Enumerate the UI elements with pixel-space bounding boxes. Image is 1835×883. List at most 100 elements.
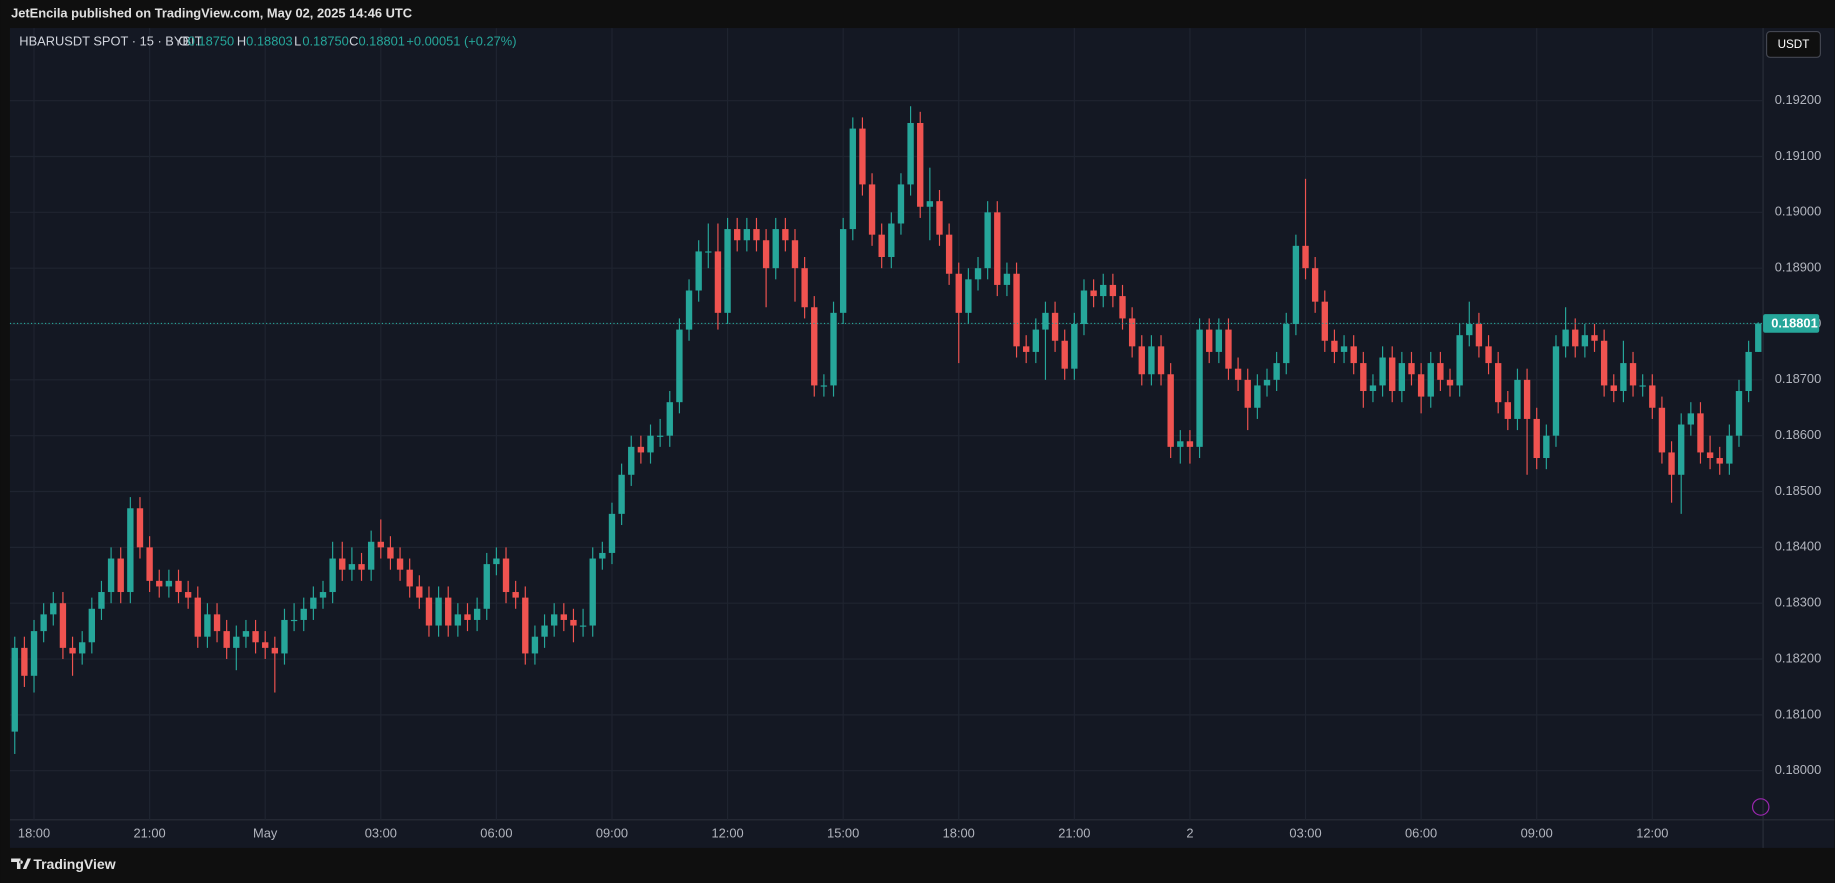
candle-body	[1003, 273, 1011, 285]
candle-body	[252, 631, 259, 643]
candle-body	[223, 631, 230, 648]
candle-body	[1234, 368, 1242, 380]
candle-body	[917, 122, 924, 207]
candle-body	[262, 642, 269, 648]
candle-body	[656, 435, 664, 437]
x-tick-label: May	[253, 825, 278, 840]
candle-body	[348, 564, 356, 570]
candle-body	[628, 446, 635, 475]
candle-body	[117, 558, 124, 593]
candle-body	[772, 229, 779, 269]
candle-body	[1600, 340, 1608, 386]
candle-body	[1408, 363, 1415, 375]
candle-body	[310, 597, 317, 609]
candle-body	[579, 625, 587, 627]
candle-body	[965, 279, 972, 313]
x-tick-label: 09:00	[1521, 825, 1553, 840]
candle-body	[647, 435, 654, 453]
candle-body	[608, 513, 616, 553]
candle-body	[290, 619, 298, 622]
candle-body	[1177, 441, 1184, 447]
x-tick-label: 03:00	[1289, 825, 1321, 840]
candle-body	[888, 223, 895, 258]
legend-change: +0.00051 (+0.27%)	[406, 33, 516, 48]
events-icon[interactable]	[1751, 798, 1770, 816]
candle-body	[1090, 290, 1097, 297]
candle-body	[897, 184, 905, 224]
candle-body	[1475, 324, 1483, 347]
candle-body	[146, 547, 153, 581]
legend-value: 0.18750	[302, 33, 348, 48]
candle-body	[1620, 363, 1627, 392]
last-price-tag	[1763, 314, 1820, 333]
candle-body	[522, 597, 529, 654]
candle-body	[666, 402, 673, 436]
last-price-label: 0.18801	[1771, 315, 1817, 330]
candle-body	[1100, 284, 1107, 297]
candle-body	[551, 614, 558, 626]
candle-body	[695, 251, 702, 291]
candle-body	[849, 128, 856, 230]
candle-body	[281, 619, 288, 654]
x-tick-label: 06:00	[480, 825, 512, 840]
candle-body	[59, 603, 67, 648]
candle-body	[994, 212, 1001, 285]
y-tick-label: 0.18700	[1775, 371, 1821, 386]
candle-body	[1552, 346, 1560, 436]
candle-body	[1706, 452, 1714, 459]
candle-body	[1321, 301, 1328, 341]
candle-body	[859, 128, 866, 185]
candle-body	[473, 608, 481, 620]
candle-body	[560, 614, 567, 620]
candle-body	[1504, 402, 1511, 419]
y-tick-label: 0.18100	[1775, 706, 1821, 721]
candle-body	[425, 597, 433, 626]
candle-body	[1398, 363, 1406, 392]
candle-body	[30, 631, 38, 676]
candle-body	[396, 558, 404, 570]
x-tick-label: 12:00	[711, 825, 743, 840]
candle-body	[1109, 284, 1117, 297]
candle-body	[1254, 385, 1261, 408]
brand-logo	[11, 858, 31, 869]
candle-body	[868, 184, 876, 235]
candle-body	[1668, 452, 1675, 475]
x-tick-label: 12:00	[1636, 825, 1668, 840]
candle-body	[1437, 363, 1444, 380]
candle-body	[955, 273, 962, 313]
legend-label: O	[178, 33, 188, 48]
candle-body	[1148, 346, 1155, 375]
candle-body	[233, 636, 240, 648]
symbol: HBARUSDT SPOT · 15 · BYBIT	[19, 33, 202, 48]
candle-body	[502, 558, 510, 593]
candle-body	[618, 474, 625, 514]
candle-body	[1244, 379, 1251, 408]
candle-body	[1032, 329, 1039, 352]
candle-body	[1215, 329, 1223, 352]
y-tick-label: 0.18500	[1775, 483, 1821, 498]
candle-body	[213, 614, 221, 632]
candle-body	[454, 614, 462, 626]
candle-body	[1331, 340, 1338, 352]
candle-body	[40, 614, 47, 632]
candle-body	[1649, 385, 1656, 408]
candle-body	[714, 251, 722, 313]
candle-body	[1494, 363, 1502, 403]
currency-label[interactable]: USDT	[1778, 38, 1810, 51]
candle-body	[1610, 385, 1617, 392]
currency-button[interactable]	[1765, 30, 1821, 58]
candle-body	[1581, 335, 1589, 347]
publish-info: JetEncila published on TradingView.com, …	[11, 5, 412, 20]
legend-value: 0.18750	[188, 33, 234, 48]
candle-body	[1061, 340, 1068, 369]
candle-body	[734, 229, 741, 241]
candle-body	[1196, 329, 1203, 447]
candle-body	[762, 240, 770, 269]
candle-body	[1360, 363, 1367, 392]
legend-value: 0.18801	[358, 33, 404, 48]
candle-body	[878, 234, 885, 258]
candle-body	[1466, 324, 1473, 336]
candle-body	[801, 268, 808, 308]
candle-body	[377, 541, 384, 548]
